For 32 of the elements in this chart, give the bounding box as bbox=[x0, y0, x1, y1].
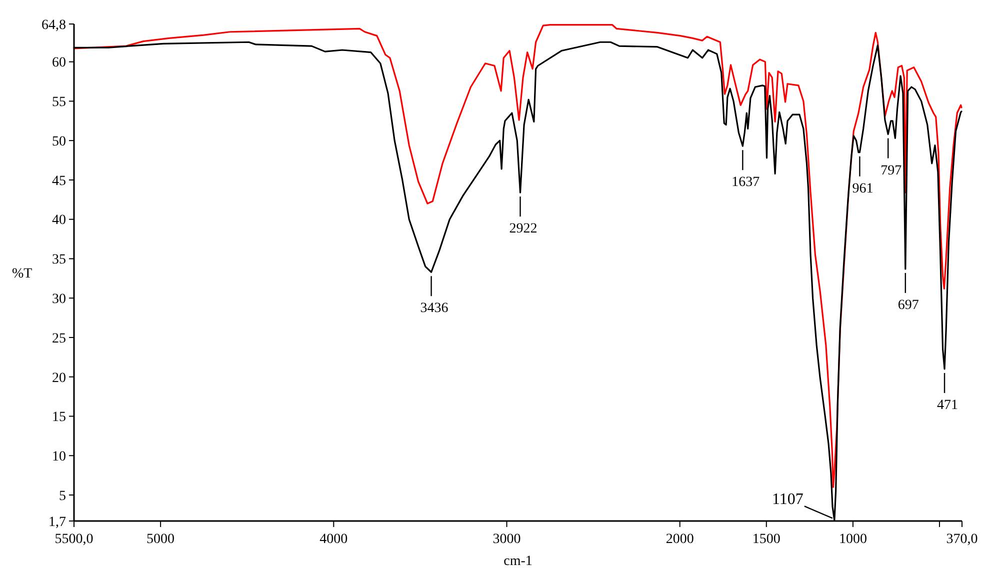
x-tick-label: 2000 bbox=[666, 532, 694, 547]
y-tick-label: 60 bbox=[52, 56, 66, 71]
y-tick-label: 20 bbox=[52, 370, 66, 386]
x-tick-label: 5000 bbox=[146, 532, 175, 547]
annotation: 1107 bbox=[772, 491, 804, 508]
y-axis-title: %T bbox=[12, 266, 33, 282]
y-tick-label: 35 bbox=[52, 252, 66, 268]
annotation: 471 bbox=[937, 398, 958, 413]
y-tick-label: 45 bbox=[52, 174, 66, 189]
y-tick-label: 55 bbox=[52, 95, 66, 110]
annotation: 3436 bbox=[420, 301, 448, 316]
x-tick-label: 3000 bbox=[492, 532, 521, 547]
x-tick-label: 1000 bbox=[838, 532, 867, 547]
x-tick-label: 4000 bbox=[320, 532, 348, 547]
y-tick-label: 30 bbox=[52, 292, 66, 307]
annotation: 697 bbox=[898, 298, 919, 313]
y-tick-label: 64,8 bbox=[42, 18, 66, 33]
annotation: 2922 bbox=[509, 222, 538, 237]
y-tick-label: 50 bbox=[52, 134, 66, 150]
annotation: 961 bbox=[852, 181, 874, 196]
y-tick-label: 40 bbox=[52, 213, 66, 228]
annotation: 1637 bbox=[732, 175, 760, 190]
y-tick-label: 25 bbox=[52, 331, 66, 346]
y-tick-label: 10 bbox=[52, 450, 66, 465]
y-tick-label: 1,7 bbox=[48, 514, 66, 530]
y-tick-label: 5 bbox=[59, 488, 66, 504]
x-tick-label: 5500,0 bbox=[54, 532, 94, 547]
y-tick-label: 15 bbox=[52, 410, 66, 426]
x-tick-label: 370,0 bbox=[946, 532, 978, 547]
x-tick-label: 1500 bbox=[752, 532, 780, 547]
annotation: 797 bbox=[880, 163, 902, 178]
x-axis-title: cm-1 bbox=[504, 554, 532, 569]
